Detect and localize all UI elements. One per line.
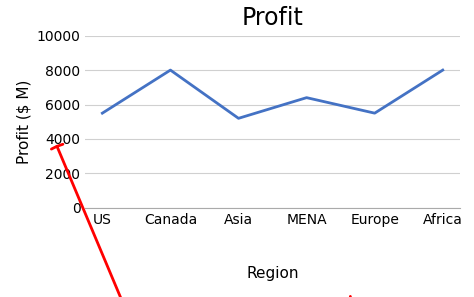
Y-axis label: Profit ($ M): Profit ($ M)	[16, 80, 31, 164]
X-axis label: Region: Region	[246, 266, 299, 281]
FancyArrowPatch shape	[126, 296, 351, 297]
FancyArrowPatch shape	[51, 144, 122, 297]
Title: Profit: Profit	[242, 6, 303, 29]
